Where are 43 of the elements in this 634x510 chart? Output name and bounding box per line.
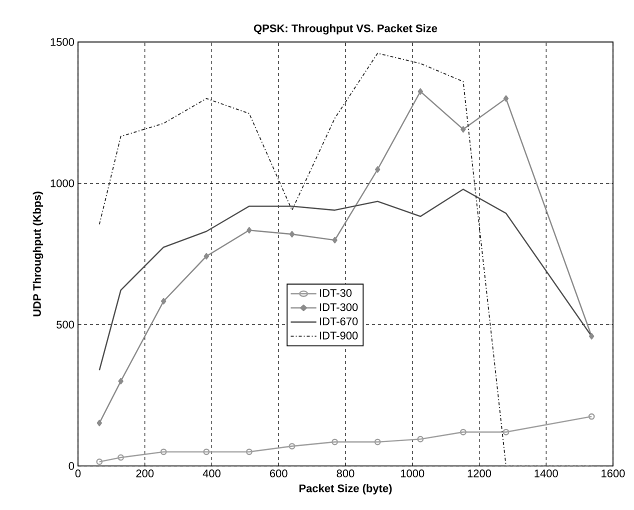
y-tick-label: 500 (56, 320, 74, 329)
x-tick-label: 400 (202, 470, 220, 478)
x-tick-label: 600 (270, 470, 288, 478)
point (332, 438, 338, 446)
legend-label: IDT-300 (320, 303, 358, 312)
point (460, 126, 466, 133)
line-series (98, 52, 592, 466)
point (246, 448, 252, 456)
point (502, 428, 510, 436)
point (460, 428, 466, 436)
point (246, 226, 252, 234)
x-tick-label: 200 (136, 470, 154, 478)
x-tick-label: 1000 (400, 470, 424, 478)
point (374, 438, 381, 446)
point (503, 95, 509, 102)
point (288, 442, 296, 450)
y-axis-title: UDP Throughput (Kbps) (32, 192, 44, 316)
point (203, 448, 210, 456)
legend-label: IDT-670 (320, 317, 358, 326)
chart-title: QPSK: Throughput VS. Packet Size (254, 24, 438, 34)
y-tick-label: 1500 (50, 38, 74, 46)
point (96, 420, 102, 426)
point (160, 448, 167, 456)
x-tick-label: 0 (75, 470, 81, 478)
point (332, 236, 338, 244)
y-tick-label: 1000 (50, 179, 74, 188)
legend-label: IDT-30 (320, 289, 352, 297)
point (118, 454, 124, 461)
point (589, 332, 594, 340)
legend-label: IDT-900 (320, 332, 358, 340)
point (289, 230, 295, 238)
point (417, 436, 424, 442)
point (161, 298, 166, 304)
point (118, 378, 124, 384)
x-tick-label: 800 (336, 470, 354, 478)
point (375, 166, 380, 173)
x-axis-title: Packet Size (byte) (299, 484, 392, 494)
y-tick-label: 0 (68, 462, 74, 470)
x-tick-label: 1600 (602, 470, 625, 478)
x-tick-label: 1400 (534, 470, 558, 478)
x-tick-label: 1200 (468, 470, 492, 478)
point (204, 253, 210, 260)
point (418, 88, 424, 95)
